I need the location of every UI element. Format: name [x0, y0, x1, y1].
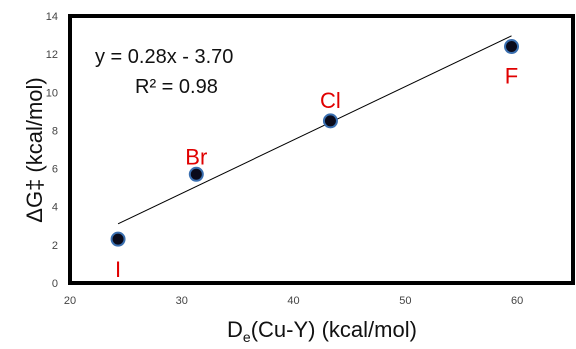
- x-tick-label: 50: [399, 295, 411, 307]
- data-point: [110, 231, 126, 247]
- point-label: F: [505, 64, 518, 89]
- data-point: [504, 39, 520, 55]
- data-points: [110, 39, 520, 247]
- x-tick-label: 60: [511, 295, 523, 307]
- tick-labels: 20 30 40 50 60 0 2 4 6 8 10 12 14: [46, 11, 523, 307]
- x-axis-label-rest: (Cu-Y) (kcal/mol): [251, 317, 417, 342]
- data-point: [188, 166, 204, 182]
- trendline-group: [117, 35, 512, 225]
- y-tick-label: 2: [52, 240, 58, 252]
- x-tick-label: 30: [176, 295, 188, 307]
- x-tick-label: 20: [64, 295, 76, 307]
- y-tick-label: 12: [46, 49, 58, 61]
- point-label: Cl: [320, 88, 341, 113]
- x-axis-label-main: D: [227, 317, 243, 342]
- point-label: I: [115, 257, 121, 282]
- y-tick-label: 14: [46, 11, 58, 23]
- plot-frame: [68, 14, 575, 285]
- trendline: [117, 35, 512, 225]
- point-labels: I Br Cl F: [115, 64, 518, 283]
- y-tick-label: 6: [52, 164, 58, 176]
- r-squared-label: R² = 0.98: [135, 76, 218, 98]
- y-tick-label: 0: [52, 278, 58, 290]
- x-axis-label-sub: e: [243, 329, 251, 345]
- x-tick-label: 40: [287, 295, 299, 307]
- y-tick-label: 10: [46, 87, 58, 99]
- data-point: [322, 113, 338, 129]
- point-label: Br: [185, 144, 207, 169]
- trendline-equation: y = 0.28x - 3.70: [95, 46, 233, 68]
- y-axis-label: ΔG‡ (kcal/mol): [22, 77, 47, 223]
- y-tick-label: 8: [52, 125, 58, 137]
- x-axis-label: De(Cu-Y) (kcal/mol): [227, 317, 417, 345]
- y-tick-label: 4: [52, 202, 58, 214]
